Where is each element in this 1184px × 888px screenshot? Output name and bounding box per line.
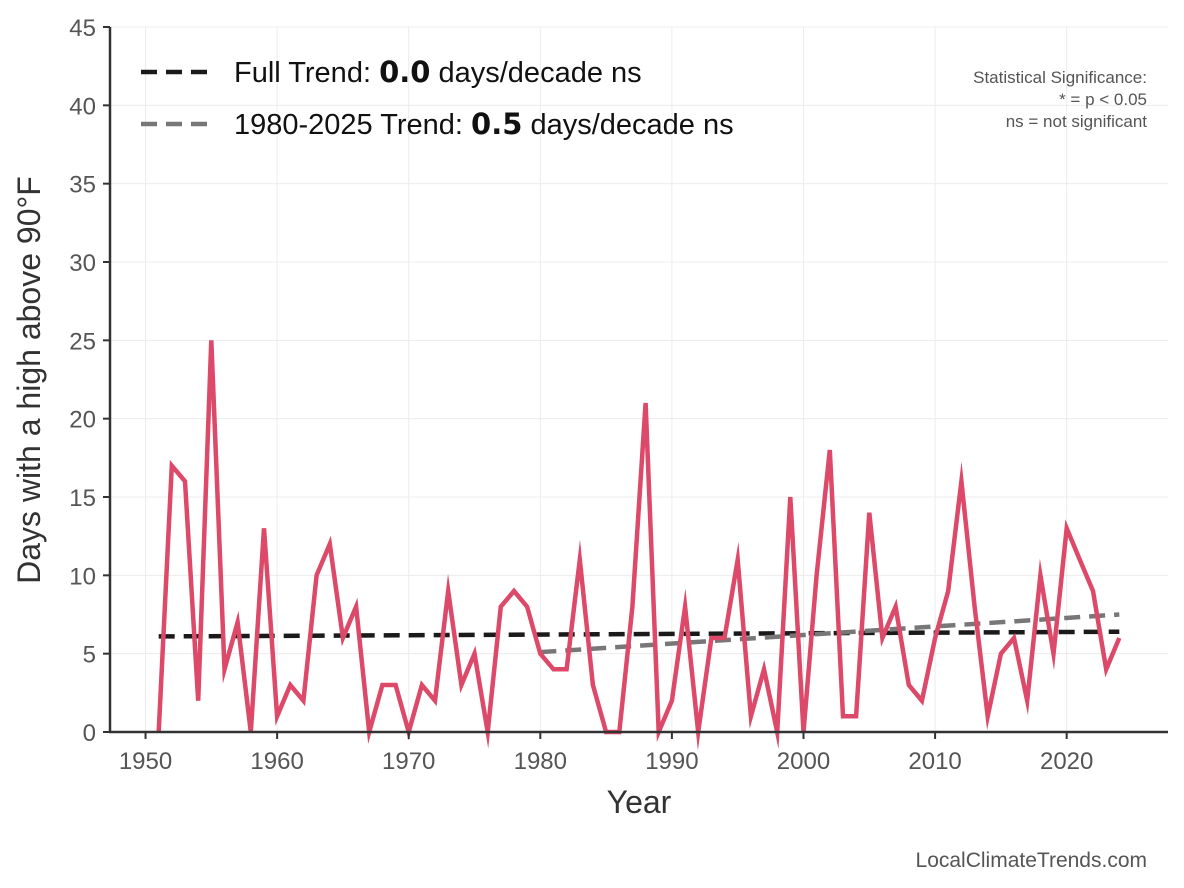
legend-suffix-full-trend: days/decade ns [430,57,641,89]
x-tick-label: 1990 [645,748,698,775]
x-axis-title: Year [607,784,672,820]
y-tick-label: 40 [69,93,96,120]
axes: 0 5 10 15 20 25 30 35 40 45 1950 1960 1970 1980 1990 20… [69,15,1168,775]
x-tick-label: 2010 [908,748,961,775]
x-tick-label: 1980 [514,748,567,775]
y-tick-label: 30 [69,250,96,277]
legend: Full Trend: 0.0 days/decade ns 1980-2025… [141,55,734,141]
y-tick-label: 5 [83,642,96,669]
legend-value-recent-trend: 0.5 [471,107,522,141]
significance-line-3: ns = not significant [1006,112,1148,131]
legend-label-full-trend: Full Trend: 0.0 days/decade ns [234,55,642,89]
legend-value-full-trend: 0.0 [379,55,430,89]
x-tick-label: 1960 [250,748,303,775]
recent-trend-line [540,612,1120,655]
x-tick-label: 1970 [382,748,435,775]
y-tick-label: 20 [69,407,96,434]
data-series [156,340,1122,751]
y-tick-label: 25 [69,328,96,355]
significance-note: Statistical Significance: * = p < 0.05 n… [973,68,1147,131]
significance-line-1: Statistical Significance: [973,68,1147,87]
legend-prefix-full-trend: Full Trend: [234,57,379,89]
x-tick-label: 2000 [777,748,830,775]
legend-prefix-recent-trend: 1980-2025 Trend: [234,109,471,141]
series-line [156,340,1122,751]
legend-label-recent-trend: 1980-2025 Trend: 0.5 days/decade ns [234,107,734,141]
legend-suffix-recent-trend: days/decade ns [522,109,733,141]
trend-lines [158,612,1120,655]
full-trend-line [158,629,1120,639]
y-tick-label: 10 [69,563,96,590]
y-tick-label: 0 [83,720,96,747]
significance-line-2: * = p < 0.05 [1059,90,1147,109]
x-tick-label: 1950 [119,748,172,775]
grid [110,26,1168,733]
y-tick-label: 35 [69,172,96,199]
y-tick-label: 45 [69,15,96,42]
y-axis-title: Days with a high above 90°F [11,176,47,584]
y-tick-label: 15 [69,485,96,512]
credit-text: LocalClimateTrends.com [916,849,1147,872]
x-tick-label: 2020 [1040,748,1093,775]
